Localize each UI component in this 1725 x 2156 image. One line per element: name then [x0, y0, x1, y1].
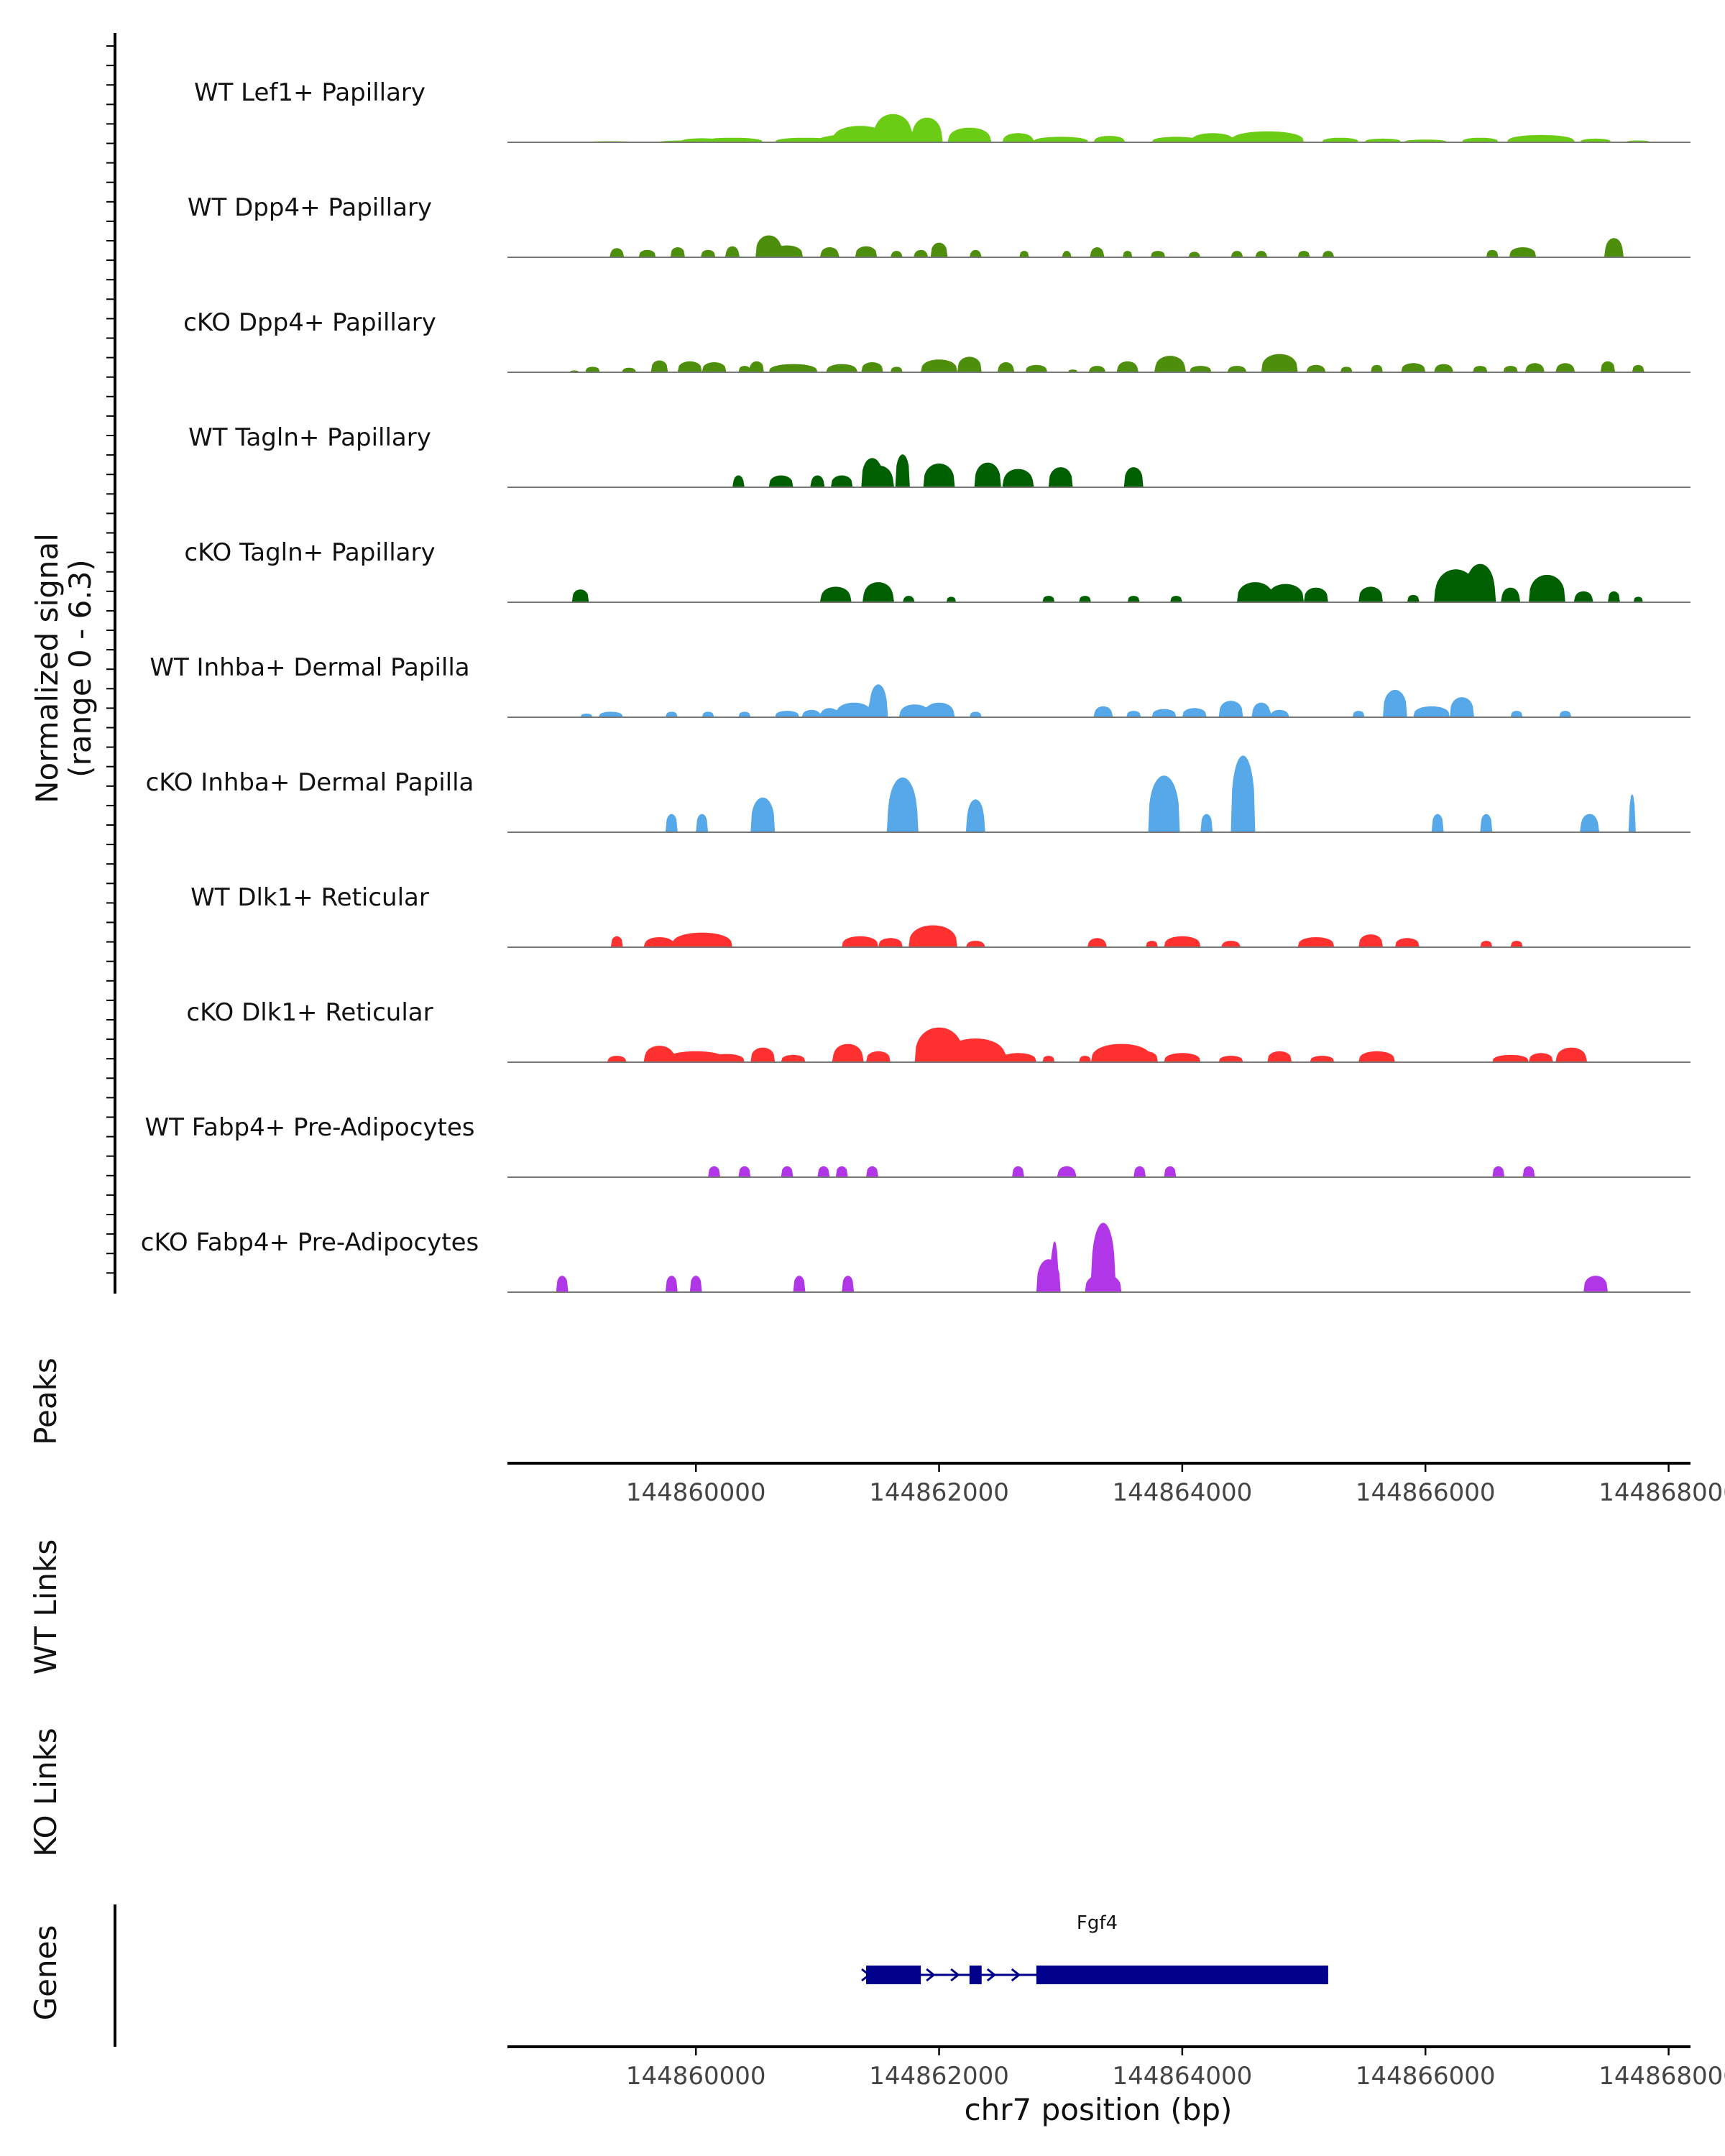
x-tick-label: 144860000: [626, 1478, 766, 1507]
x-tick-label: 144868000: [1598, 2062, 1725, 2091]
track-label: cKO Tagln+ Papillary: [184, 538, 435, 567]
strand-arrow: [926, 1968, 936, 1982]
peaks-track-label: Peaks: [28, 1358, 63, 1445]
gene-track: Fgf4: [861, 1912, 1328, 1984]
y-axis-range-label: (range 0 - 6.3): [63, 559, 98, 778]
coverage-track: cKO Inhba+ Dermal Papilla: [146, 755, 1690, 833]
gene-exon: [969, 1966, 982, 1984]
x-tick-label: 144864000: [1113, 1478, 1253, 1507]
track-label: cKO Dpp4+ Papillary: [183, 308, 436, 337]
x-tick-label: 144860000: [626, 2062, 766, 2091]
coverage-area: [507, 454, 1690, 487]
coverage-tracks: WT Lef1+ Papillary WT Dpp4+ Papillary cKO …: [141, 78, 1690, 1293]
strand-arrow: [986, 1968, 997, 1982]
gene-name: Fgf4: [1077, 1912, 1118, 1934]
coverage-track: cKO Dlk1+ Reticular: [186, 998, 1690, 1063]
track-label: cKO Dlk1+ Reticular: [186, 998, 433, 1027]
track-label: WT Dpp4+ Papillary: [188, 193, 432, 222]
x-tick-label: 144862000: [869, 2062, 1009, 2091]
coverage-area: [507, 755, 1690, 832]
coverage-track: WT Inhba+ Dermal Papilla: [150, 653, 1690, 718]
coverage-track: WT Fabp4+ Pre-Adipocytes: [145, 1113, 1690, 1178]
strand-arrow: [861, 1968, 871, 1982]
coverage-area: [507, 684, 1690, 717]
x-tick-label: 144862000: [869, 1478, 1009, 1507]
coverage-track: cKO Fabp4+ Pre-Adipocytes: [141, 1222, 1690, 1293]
coverage-track: WT Dlk1+ Reticular: [190, 883, 1690, 948]
track-label: WT Tagln+ Papillary: [188, 423, 431, 452]
coverage-track: WT Dpp4+ Papillary: [188, 193, 1690, 258]
track-label: WT Fabp4+ Pre-Adipocytes: [145, 1113, 475, 1142]
coverage-area: [507, 1027, 1690, 1062]
x-tick-label: 144866000: [1356, 1478, 1496, 1507]
coverage-area: [507, 114, 1690, 142]
coverage-track: WT Tagln+ Papillary: [188, 423, 1690, 488]
genes-track-label: Genes: [28, 1925, 63, 2021]
x-tick-label: 144864000: [1113, 2062, 1253, 2091]
x-tick-label: 144866000: [1356, 2062, 1496, 2091]
track-label: WT Inhba+ Dermal Papilla: [150, 653, 469, 682]
gene-exon: [1036, 1966, 1328, 1984]
x-tick-label: 144868000: [1598, 1478, 1725, 1507]
gene-model: Fgf4: [861, 1912, 1328, 1984]
gene-exon: [866, 1966, 921, 1984]
track-label: WT Dlk1+ Reticular: [190, 883, 429, 912]
coverage-track: cKO Dpp4+ Papillary: [183, 308, 1690, 373]
coverage-area: [507, 563, 1690, 602]
coverage-area: [507, 354, 1690, 372]
y-axis-label: Normalized signal: [29, 533, 65, 803]
coverage-area: [507, 235, 1690, 257]
coverage-track: cKO Tagln+ Papillary: [184, 538, 1690, 603]
x-axis-genes: 144860000 144862000 144864000 144866000 1448…: [507, 2045, 1725, 2091]
coverage-track: WT Lef1+ Papillary: [194, 78, 1690, 143]
x-axis-label: chr7 position (bp): [965, 2092, 1233, 2127]
coverage-area: [507, 1166, 1690, 1177]
track-label: WT Lef1+ Papillary: [194, 78, 426, 107]
ko-links-track-label: KO Links: [28, 1728, 63, 1857]
track-label: cKO Inhba+ Dermal Papilla: [146, 768, 474, 797]
coverage-y-axis: [106, 33, 116, 1294]
coverage-area: [507, 925, 1690, 947]
strand-arrow: [1011, 1968, 1021, 1982]
track-label: cKO Fabp4+ Pre-Adipocytes: [141, 1228, 479, 1257]
x-axis-peaks: 144860000 144862000 144864000 144866000 1448…: [507, 1462, 1725, 1507]
wt-links-track-label: WT Links: [28, 1539, 63, 1674]
coverage-area: [507, 1222, 1690, 1292]
strand-arrow: [950, 1968, 960, 1982]
